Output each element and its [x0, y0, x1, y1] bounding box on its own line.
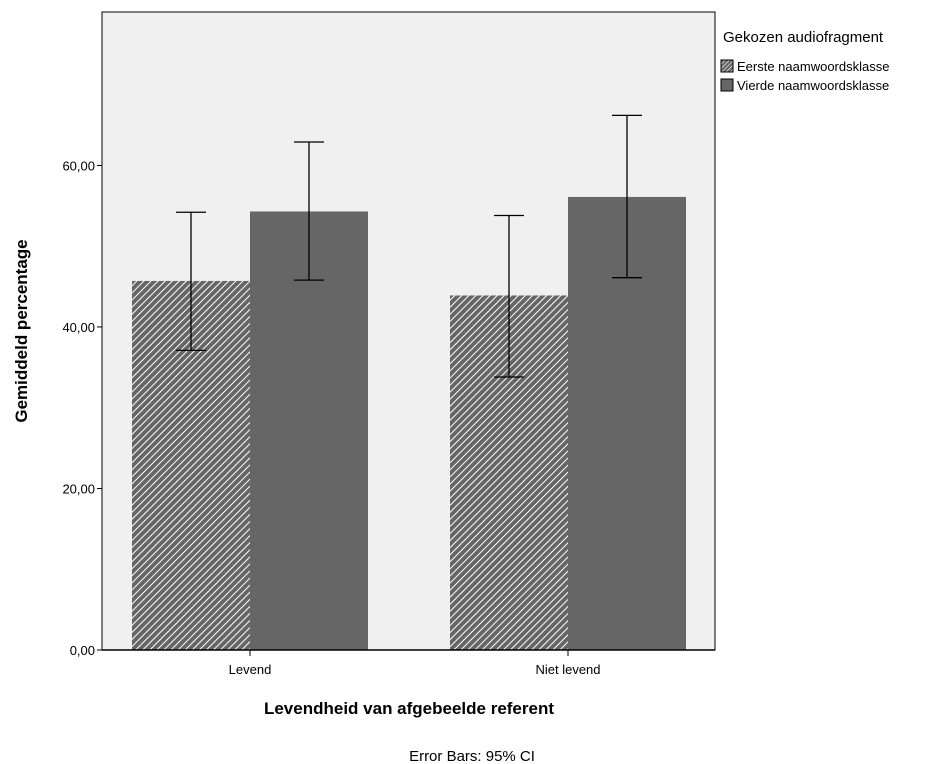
legend-swatch-vierde [720, 78, 734, 92]
legend-title: Gekozen audiofragment [723, 29, 884, 46]
y-tick-label: 40,00 [62, 320, 95, 335]
y-tick-label: 20,00 [62, 481, 95, 496]
error-bars-group [176, 114, 642, 378]
error-bar-vierde-niet-levend [612, 114, 642, 279]
x-axis: Levend Niet levend [102, 649, 715, 677]
x-tick-label-levend: Levend [229, 662, 272, 677]
error-bars-footnote: Error Bars: 95% CI [409, 748, 535, 764]
error-bar-eerste-levend [176, 211, 206, 352]
error-bar-eerste-niet-levend [494, 214, 524, 378]
y-axis-title: Gemiddeld percentage [12, 239, 31, 422]
legend-label-vierde: Vierde naamwoordsklasse [737, 78, 889, 93]
x-tick-label-niet-levend: Niet levend [535, 662, 600, 677]
legend-label-eerste: Eerste naamwoordsklasse [737, 59, 889, 74]
legend: Gekozen audiofragment Eerste naamwoordsk… [720, 29, 889, 93]
y-tick-label: 60,00 [62, 158, 95, 173]
legend-swatch-eerste [720, 59, 734, 73]
bar-vierde-levend [250, 211, 368, 650]
x-axis-title: Levendheid van afgebeelde referent [264, 699, 554, 718]
y-tick-label: 0,00 [70, 643, 95, 658]
error-bar-vierde-levend [294, 141, 324, 281]
y-axis: 0,00 20,00 40,00 60,00 [62, 12, 103, 658]
